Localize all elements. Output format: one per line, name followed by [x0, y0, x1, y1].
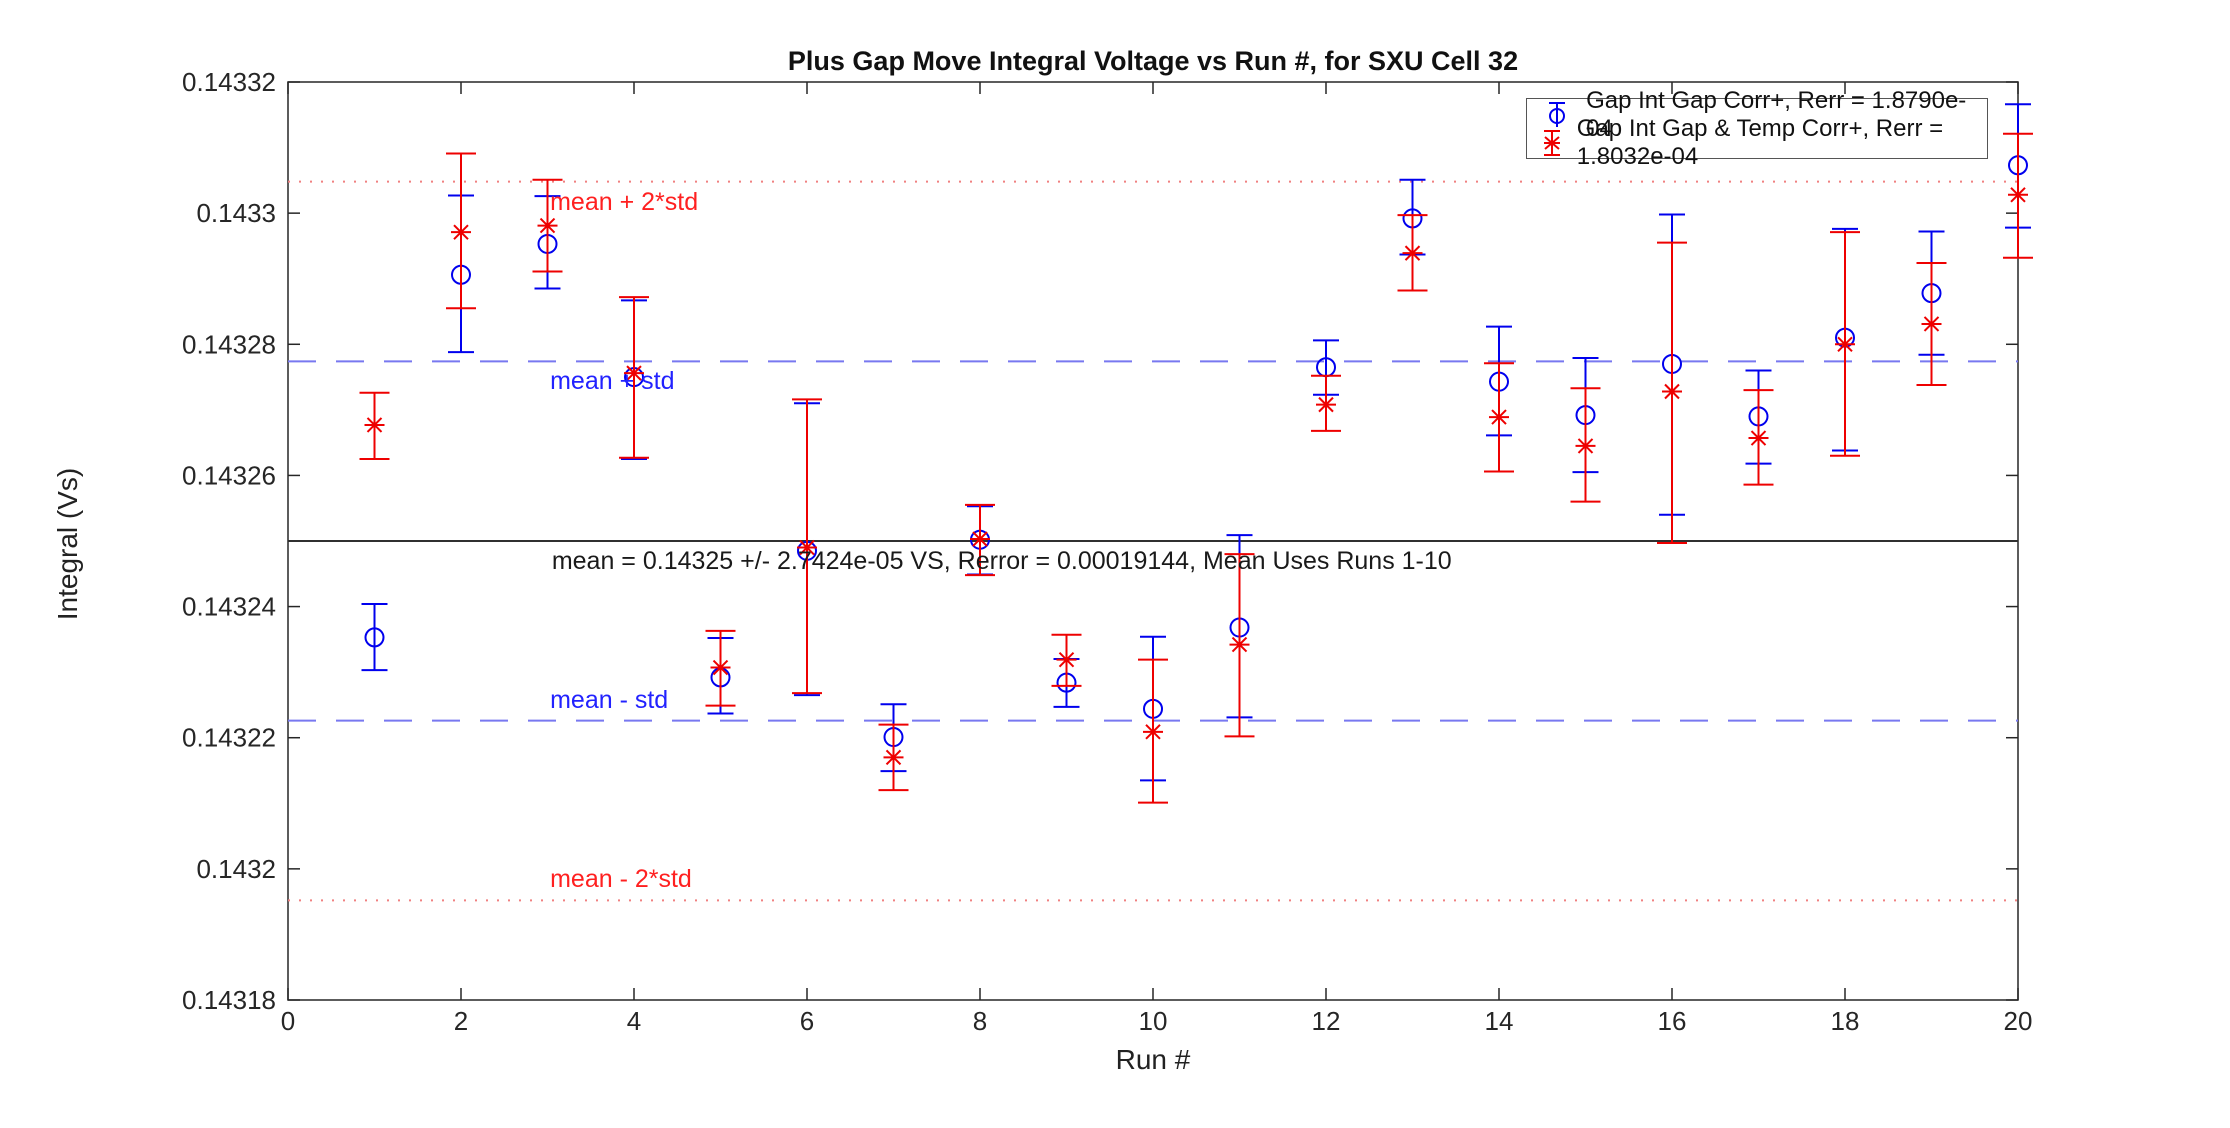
x-tick-label-1: 2 — [454, 1006, 468, 1036]
legend-entry-label: Gap Int Gap & Temp Corr+, Rerr = 1.8032e… — [1576, 114, 1944, 170]
data-point-red-run-14 — [1484, 362, 1514, 473]
y-axis-label: Integral (Vs) — [52, 467, 83, 621]
y-tick-label-1: 0.1432 — [196, 854, 276, 884]
y-tick-label-7: 0.14332 — [182, 67, 276, 97]
data-point-red-run-20 — [2003, 132, 2033, 259]
legend-entry-gap-temp-corr: Gap Int Gap & Temp Corr+, Rerr = 1.8032e… — [1527, 115, 1987, 170]
x-tick-label-3: 6 — [800, 1006, 814, 1036]
legend-box: Gap Int Gap Corr+, Rerr = 1.8790e-04 Gap… — [1526, 87, 1988, 170]
legend-entry-gap-corr: Gap Int Gap Corr+, Rerr = 1.8790e-04 — [1527, 87, 1987, 142]
mean-minus-std-label: mean - std — [550, 685, 669, 714]
data-point-red-run-9 — [1051, 633, 1082, 687]
x-tick-label-0: 0 — [281, 1006, 295, 1036]
data-point-red-run-11 — [1224, 553, 1255, 738]
mean-plus-2std-label: mean + 2*std — [550, 187, 699, 216]
mean-annotation: mean = 0.14325 +/- 2.7424e-05 VS, Rerror… — [551, 547, 1452, 575]
legend-entry-label: Gap Int Gap Corr+, Rerr = 1.8790e-04 — [1586, 86, 1967, 142]
data-point-red-run-4 — [619, 296, 649, 459]
x-tick-label-7: 14 — [1485, 1006, 1514, 1036]
x-tick-label-10: 20 — [2004, 1006, 2033, 1036]
data-point-red-run-18 — [1830, 231, 1860, 457]
x-tick-label-2: 4 — [627, 1006, 641, 1036]
y-tick-label-3: 0.14324 — [182, 592, 276, 622]
data-point-red-run-16 — [1657, 241, 1687, 544]
data-point-red-run-3 — [532, 178, 563, 273]
data-point-red-run-17 — [1743, 389, 1774, 486]
chart-title: Plus Gap Move Integral Voltage vs Run #,… — [787, 46, 1519, 76]
series-red-asterisks — [359, 132, 2033, 804]
x-tick-label-4: 8 — [973, 1006, 987, 1036]
data-point-red-run-6 — [792, 398, 822, 695]
data-point-red-run-8 — [965, 503, 995, 577]
mean-minus-2std-label: mean - 2*std — [550, 865, 692, 894]
y-tick-label-2: 0.14322 — [182, 723, 276, 753]
data-point-red-run-2 — [446, 152, 476, 310]
data-point-red-run-1 — [359, 391, 390, 461]
data-point-red-run-10 — [1138, 658, 1168, 804]
x-tick-label-8: 16 — [1658, 1006, 1687, 1036]
data-point-red-run-7 — [878, 723, 909, 792]
data-point-red-run-5 — [705, 629, 736, 707]
data-point-red-run-15 — [1570, 387, 1601, 503]
y-tick-label-4: 0.14326 — [182, 460, 276, 490]
y-tick-label-6: 0.1433 — [196, 198, 276, 228]
data-point-blue-run-1 — [361, 602, 388, 672]
mean-plus-std-label: mean + std — [550, 367, 675, 396]
legend-marker-asterisk-icon — [1527, 129, 1577, 157]
data-point-red-run-13 — [1397, 214, 1428, 292]
y-tick-label-5: 0.14328 — [182, 329, 276, 359]
data-point-red-run-12 — [1311, 374, 1341, 432]
x-axis-label: Run # — [1115, 1044, 1191, 1075]
legend-marker-circle-icon — [1527, 101, 1586, 129]
x-tick-label-6: 12 — [1312, 1006, 1341, 1036]
data-point-red-run-19 — [1916, 261, 1947, 386]
x-tick-label-5: 10 — [1139, 1006, 1168, 1036]
x-tick-label-9: 18 — [1831, 1006, 1860, 1036]
y-tick-label-0: 0.14318 — [182, 985, 276, 1015]
